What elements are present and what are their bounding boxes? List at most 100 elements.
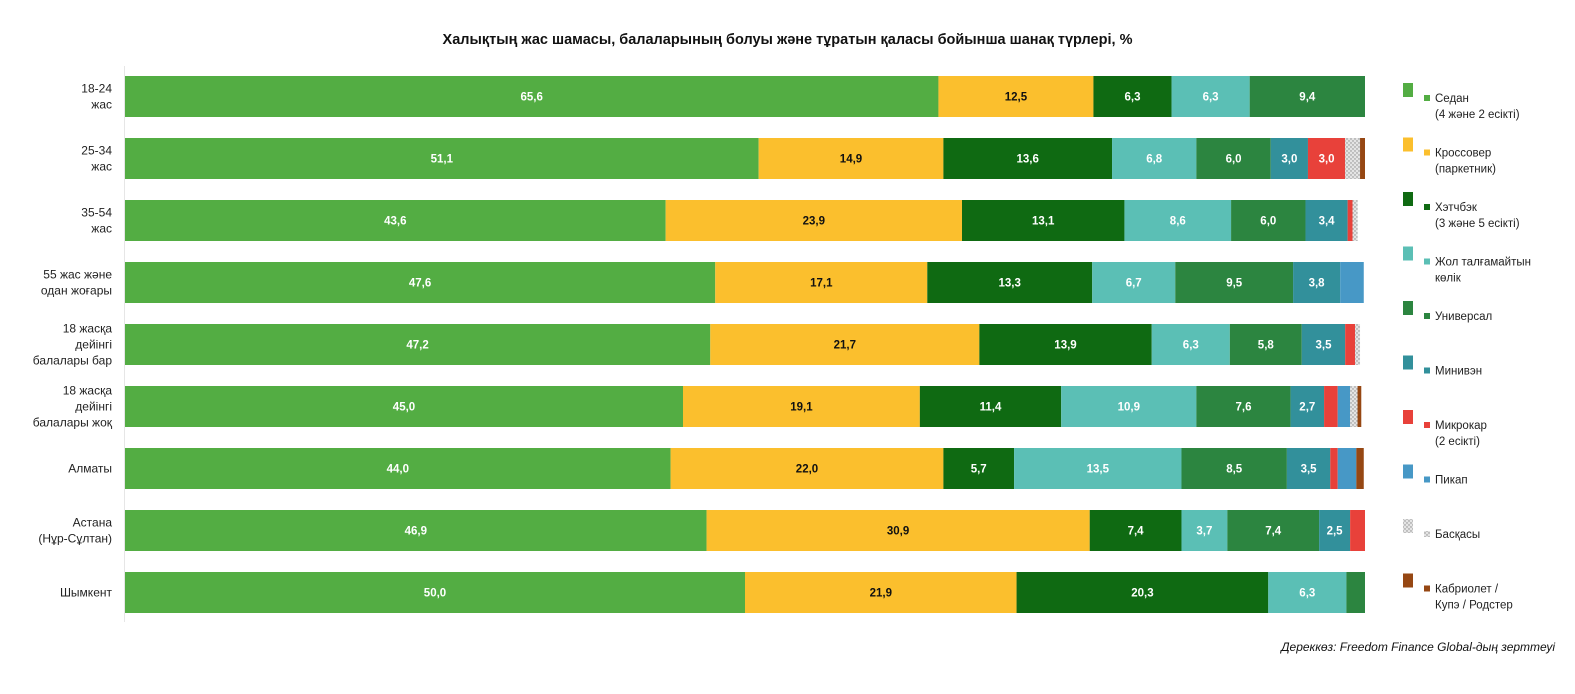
data-label: 3,5 — [1316, 340, 1333, 352]
legend-label-line: (3 және 5 есікті) — [1435, 218, 1520, 230]
legend-label-line: Кабриолет / — [1435, 584, 1499, 596]
data-label: 30,9 — [887, 526, 909, 538]
bar-segment — [919, 386, 1062, 427]
legend-swatch-small — [1424, 367, 1430, 374]
data-label: 13,1 — [1032, 216, 1055, 228]
legend-swatch-small — [1424, 585, 1430, 592]
category-label: 18 жасқа дейінгі балалары бар — [33, 322, 113, 368]
bar-segment — [927, 262, 1093, 303]
bar-segment — [1286, 448, 1331, 489]
data-label: 51,1 — [431, 154, 454, 166]
bar-segment — [1346, 572, 1365, 613]
data-label: 7,4 — [1265, 526, 1282, 538]
legend-label: Пикап — [1435, 475, 1468, 487]
data-label: 21,7 — [834, 340, 856, 352]
data-label: 13,9 — [1054, 340, 1076, 352]
legend-label-line: көлік — [1435, 273, 1462, 285]
data-label: 3,4 — [1319, 216, 1336, 228]
data-label: 44,0 — [387, 464, 409, 476]
legend-label: Универсал — [1435, 311, 1492, 323]
bar-segment — [1305, 200, 1348, 241]
bar-segment — [938, 76, 1094, 117]
data-label: 5,7 — [971, 464, 987, 476]
data-label: 2,5 — [1327, 526, 1344, 538]
legend-swatch-small — [1424, 149, 1430, 156]
bar-segment — [125, 76, 939, 117]
legend-label: Кабриолет / Купэ / Родстер — [1435, 584, 1513, 612]
bar-segment — [1345, 138, 1361, 179]
legend-swatch-large — [1403, 573, 1413, 588]
bar-segment — [745, 572, 1017, 613]
data-label: 14,9 — [840, 154, 862, 166]
category-label: 35-54 жас — [81, 206, 112, 236]
bar-segment — [665, 200, 962, 241]
category-label-line: (Нұр-Сұлтан) — [38, 532, 112, 546]
category-label: 25-34 жас — [81, 144, 112, 174]
chart-title: Халықтың жас шамасы, балаларының болуы ж… — [442, 32, 1133, 48]
data-label: 50,0 — [424, 588, 446, 600]
data-label: 6,3 — [1125, 92, 1141, 104]
legend-label-line: (паркетник) — [1435, 164, 1496, 176]
legend-swatch-small — [1424, 476, 1430, 483]
legend-label: Кроссовер (паркетник) — [1435, 148, 1496, 176]
legend-label: Седан (4 және 2 есікті) — [1435, 93, 1520, 121]
legend-swatch-small — [1424, 313, 1430, 319]
bar-segment — [125, 572, 745, 613]
bar-segment — [1016, 572, 1269, 613]
bar-segment — [125, 262, 716, 303]
bar-segment — [1014, 448, 1182, 489]
data-label: 13,5 — [1087, 464, 1110, 476]
category-label-line: 18 жасқа — [63, 322, 113, 336]
data-label: 3,7 — [1196, 526, 1212, 538]
bar-segment — [1061, 386, 1197, 427]
bar-segment — [1345, 324, 1356, 365]
legend: Седан (4 және 2 есікті) Кроссовер (паркетни… — [1403, 83, 1531, 612]
legend-label: Микрокар (2 есікті) — [1435, 420, 1487, 448]
bar-segment — [1175, 262, 1294, 303]
bar-segment — [979, 324, 1152, 365]
bar-segment — [1249, 76, 1365, 117]
bar-segment — [1089, 510, 1182, 551]
data-label: 7,4 — [1128, 526, 1145, 538]
legend-label: Басқасы — [1435, 529, 1480, 541]
bar-segment — [710, 324, 980, 365]
data-label: 22,0 — [796, 464, 818, 476]
legend-label: Хэтчбэк (3 және 5 есікті) — [1435, 202, 1520, 230]
legend-label-line: Микрокар — [1435, 420, 1487, 432]
category-label: Шымкент — [60, 586, 113, 600]
bar-segment — [1124, 200, 1232, 241]
category-label-line: жас — [91, 98, 112, 112]
bar-segment — [1093, 76, 1172, 117]
category-label-line: дейінгі — [75, 338, 112, 352]
legend-label-line: (2 есікті) — [1435, 436, 1480, 448]
data-label: 23,9 — [803, 216, 825, 228]
legend-swatch-large — [1403, 246, 1413, 261]
bar-segment — [1196, 138, 1271, 179]
legend-label-line: Басқасы — [1435, 529, 1480, 541]
bar-segment — [125, 324, 711, 365]
bar-segment — [1268, 572, 1347, 613]
category-label-line: балалары жоқ — [33, 416, 113, 430]
data-label: 7,6 — [1236, 402, 1252, 414]
bar-segment — [1352, 200, 1358, 241]
legend-label-line: Минивэн — [1435, 366, 1482, 378]
legend-label-line: Жол талғамайтын — [1435, 257, 1531, 269]
data-label: 6,3 — [1203, 92, 1219, 104]
bar-segment — [1151, 324, 1230, 365]
bar-segment — [943, 138, 1113, 179]
bar-segment — [1337, 448, 1357, 489]
data-label: 13,6 — [1017, 154, 1039, 166]
category-label: 55 жас және одан жоғары — [41, 268, 112, 298]
category-label: 18-24 жас — [81, 82, 112, 112]
bar-segment — [1350, 510, 1365, 551]
category-label-line: 55 жас және — [43, 268, 112, 282]
data-label: 3,0 — [1281, 154, 1297, 166]
legend-swatch-large — [1403, 519, 1413, 533]
legend-swatch-large — [1403, 410, 1413, 424]
data-label: 9,5 — [1226, 278, 1243, 290]
data-label: 65,6 — [521, 92, 543, 104]
legend-label: Минивэн — [1435, 366, 1482, 378]
bar-segment — [125, 448, 671, 489]
category-label-line: жас — [91, 222, 112, 236]
